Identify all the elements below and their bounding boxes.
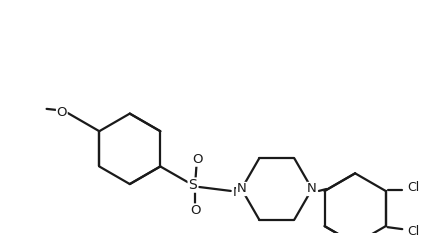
Text: N: N (233, 186, 243, 199)
Text: O: O (57, 106, 67, 119)
Text: Cl: Cl (407, 182, 419, 194)
Text: Cl: Cl (407, 225, 419, 238)
Text: N: N (237, 183, 246, 195)
Text: S: S (188, 178, 197, 192)
Text: O: O (190, 204, 201, 217)
Text: N: N (307, 183, 317, 195)
Text: O: O (192, 153, 203, 166)
